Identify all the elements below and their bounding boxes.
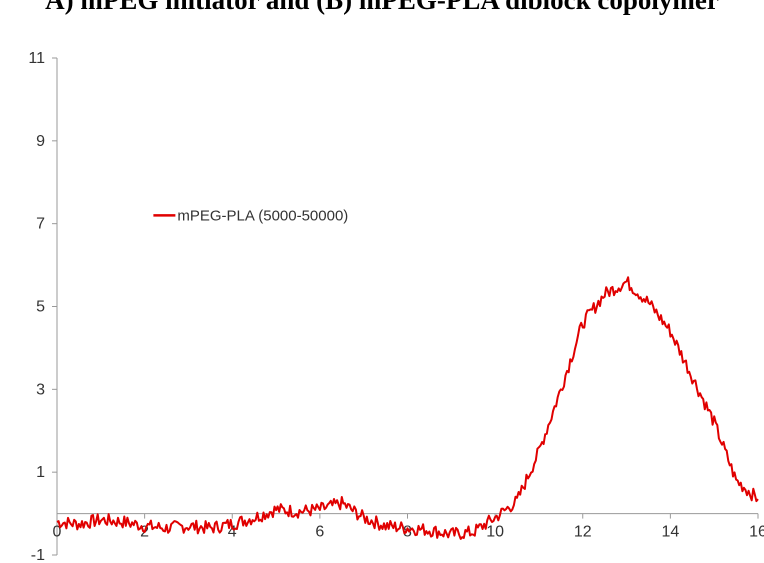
y-axis-ticks: -1 1 3 5 7 9 11: [28, 50, 57, 563]
y-tick-label: 7: [36, 216, 45, 233]
x-tick-label: 0: [53, 524, 62, 541]
y-tick-label: 1: [36, 464, 45, 481]
y-tick-label: 11: [28, 50, 45, 67]
series-line: [56, 276, 759, 540]
legend-label: mPEG-PLA (5000-50000): [177, 207, 348, 224]
figure-caption: A) mPEG initiator and (B) mPEG-PLA diblo…: [45, 0, 719, 15]
y-tick-label: -1: [31, 547, 45, 563]
x-tick-label: 6: [315, 524, 324, 541]
y-tick-label: 3: [36, 381, 45, 398]
series-layer: [56, 276, 759, 540]
y-tick-label: 5: [36, 299, 45, 316]
x-tick-label: 14: [661, 524, 679, 541]
legend: mPEG-PLA (5000-50000): [153, 207, 348, 224]
x-tick-label: 10: [486, 524, 504, 541]
x-tick-label: 16: [749, 524, 764, 541]
x-tick-label: 12: [574, 524, 592, 541]
y-tick-label: 9: [36, 133, 45, 150]
x-tick-label: 8: [403, 524, 412, 541]
x-tick-label: 4: [228, 524, 237, 541]
